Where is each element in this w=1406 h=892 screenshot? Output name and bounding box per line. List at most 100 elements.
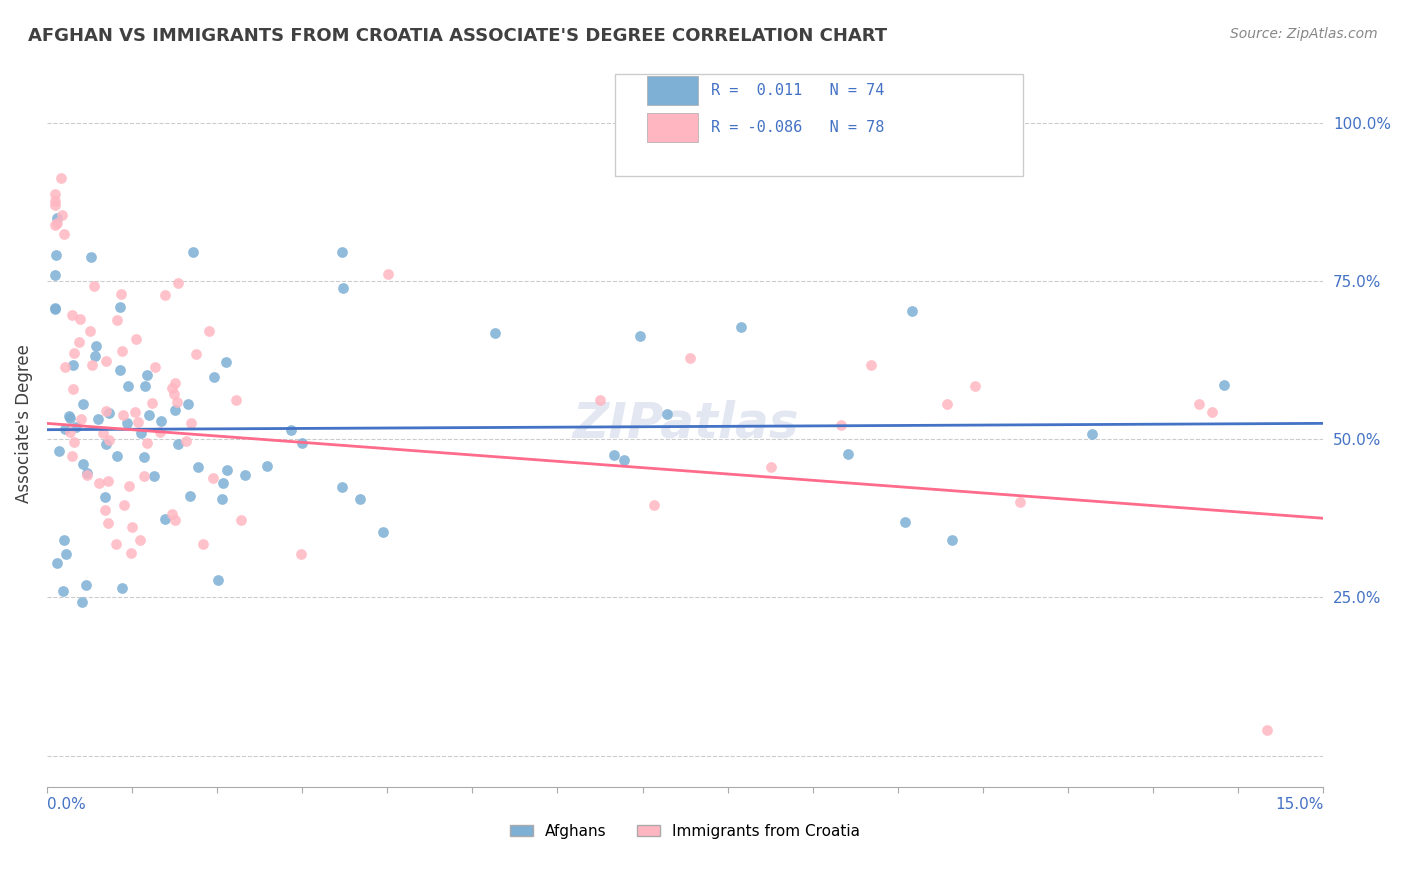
FancyBboxPatch shape bbox=[614, 74, 1024, 176]
Point bbox=[112, 408, 135, 422]
Point bbox=[180, 416, 202, 430]
Point bbox=[80, 358, 103, 372]
Point bbox=[191, 537, 214, 551]
Point bbox=[860, 358, 883, 372]
Point bbox=[679, 351, 702, 365]
Point bbox=[141, 396, 163, 410]
Point bbox=[153, 512, 176, 526]
Point bbox=[127, 415, 149, 429]
Point bbox=[121, 520, 143, 534]
Point bbox=[96, 437, 118, 451]
Point bbox=[143, 469, 166, 483]
Point bbox=[55, 548, 77, 562]
Point bbox=[45, 211, 67, 226]
Point bbox=[330, 244, 353, 259]
Point bbox=[1010, 495, 1032, 509]
Point bbox=[124, 405, 146, 419]
Point bbox=[48, 444, 70, 458]
Point bbox=[187, 459, 209, 474]
Point bbox=[94, 490, 117, 504]
Point bbox=[105, 449, 128, 463]
Text: Source: ZipAtlas.com: Source: ZipAtlas.com bbox=[1230, 27, 1378, 41]
Point bbox=[44, 194, 66, 208]
Point bbox=[225, 392, 247, 407]
Y-axis label: Associate's Degree: Associate's Degree bbox=[15, 344, 32, 503]
Point bbox=[94, 404, 117, 418]
Point bbox=[894, 516, 917, 530]
Point bbox=[89, 475, 111, 490]
Point bbox=[134, 378, 156, 392]
Point bbox=[166, 437, 188, 451]
Text: R =  0.011   N = 74: R = 0.011 N = 74 bbox=[710, 83, 884, 98]
Point bbox=[138, 409, 160, 423]
Point bbox=[62, 382, 84, 396]
Point bbox=[115, 416, 138, 430]
Point bbox=[62, 435, 84, 450]
Point bbox=[44, 198, 66, 212]
Point bbox=[603, 448, 626, 462]
Point bbox=[111, 581, 134, 595]
Point bbox=[44, 268, 66, 283]
Point bbox=[155, 288, 177, 302]
Point bbox=[108, 300, 131, 314]
Point bbox=[51, 584, 73, 599]
Point bbox=[98, 407, 121, 421]
Point bbox=[65, 420, 87, 434]
Point bbox=[935, 397, 957, 411]
Point bbox=[1201, 405, 1223, 419]
Point bbox=[214, 354, 236, 368]
Point bbox=[163, 402, 186, 417]
Point bbox=[105, 313, 128, 327]
Point bbox=[167, 277, 190, 291]
Point bbox=[613, 452, 636, 467]
Point bbox=[83, 278, 105, 293]
Point bbox=[202, 369, 225, 384]
Text: ZIPatlas: ZIPatlas bbox=[572, 400, 799, 448]
Point bbox=[162, 381, 184, 395]
Point bbox=[44, 218, 66, 232]
Point bbox=[1188, 397, 1211, 411]
Legend: Afghans, Immigrants from Croatia: Afghans, Immigrants from Croatia bbox=[503, 818, 866, 845]
Point bbox=[837, 447, 859, 461]
Point bbox=[211, 492, 233, 507]
Point bbox=[80, 250, 103, 264]
Text: AFGHAN VS IMMIGRANTS FROM CROATIA ASSOCIATE'S DEGREE CORRELATION CHART: AFGHAN VS IMMIGRANTS FROM CROATIA ASSOCI… bbox=[28, 27, 887, 45]
Point bbox=[93, 503, 115, 517]
Point bbox=[58, 409, 80, 423]
Point bbox=[62, 358, 84, 372]
Point bbox=[163, 513, 186, 527]
Point bbox=[111, 343, 134, 358]
Point bbox=[76, 468, 98, 483]
Text: 15.0%: 15.0% bbox=[1275, 797, 1323, 812]
Point bbox=[44, 301, 66, 316]
Point bbox=[965, 379, 987, 393]
Point bbox=[60, 449, 83, 463]
Point bbox=[44, 301, 66, 315]
Point bbox=[105, 537, 128, 551]
Point bbox=[72, 397, 94, 411]
Point bbox=[86, 339, 108, 353]
Point bbox=[235, 467, 257, 482]
Point bbox=[70, 412, 93, 426]
Point bbox=[46, 216, 69, 230]
Point bbox=[377, 267, 399, 281]
Point bbox=[330, 480, 353, 494]
Point bbox=[280, 423, 302, 437]
Point bbox=[118, 479, 141, 493]
Point bbox=[114, 498, 136, 512]
Point bbox=[349, 492, 371, 507]
Point bbox=[211, 475, 233, 490]
Point bbox=[215, 463, 238, 477]
Point bbox=[207, 574, 229, 588]
Point bbox=[110, 363, 132, 377]
Point bbox=[163, 387, 186, 401]
Point bbox=[589, 392, 612, 407]
Point bbox=[72, 457, 94, 471]
Point bbox=[44, 186, 66, 201]
Point bbox=[290, 547, 312, 561]
Point bbox=[91, 425, 114, 440]
Point bbox=[87, 412, 110, 426]
Point bbox=[117, 379, 139, 393]
Point bbox=[655, 407, 678, 421]
Point bbox=[58, 410, 80, 425]
